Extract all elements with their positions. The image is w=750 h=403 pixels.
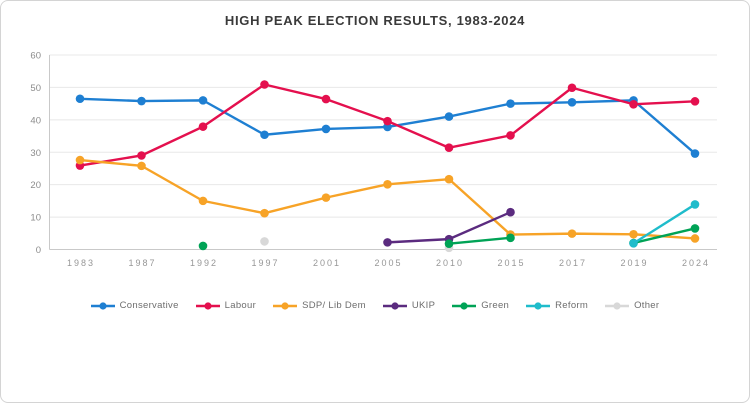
data-point-labour-2015 bbox=[506, 131, 515, 140]
x-tick-label: 2005 bbox=[374, 258, 402, 268]
data-point-labour-2017 bbox=[567, 83, 577, 93]
legend-marker-icon bbox=[382, 301, 407, 310]
data-point-sdp-lib-dem-1992 bbox=[198, 196, 208, 206]
data-point-labour-1997 bbox=[260, 80, 269, 89]
data-point-labour-2019 bbox=[629, 99, 638, 109]
data-point-green-2015 bbox=[506, 233, 515, 243]
legend-label: SDP/ Lib Dem bbox=[302, 300, 366, 311]
legend-item-sdp-lib-dem[interactable]: SDP/ Lib Dem bbox=[273, 300, 366, 311]
y-tick-label: 20 bbox=[30, 180, 41, 191]
x-tick-label: 1983 bbox=[67, 258, 95, 268]
data-point-conservative-1997 bbox=[260, 130, 269, 140]
series-line-green bbox=[447, 227, 697, 245]
data-point-conservative-1983 bbox=[75, 94, 85, 104]
y-tick-label: 50 bbox=[30, 83, 41, 94]
legend-label: Green bbox=[481, 300, 510, 311]
legend-marker-icon bbox=[452, 301, 477, 310]
data-point-sdp-lib-dem-2019 bbox=[629, 229, 638, 239]
data-point-reform-2024 bbox=[690, 200, 700, 209]
data-point-labour-2024 bbox=[690, 97, 700, 106]
data-point-conservative-1992 bbox=[198, 96, 208, 105]
legend-item-other[interactable]: Other bbox=[605, 300, 659, 311]
data-point-labour-2005 bbox=[383, 116, 392, 126]
data-point-sdp-lib-dem-2005 bbox=[383, 180, 392, 189]
x-tick-label: 2019 bbox=[620, 258, 648, 268]
series-line-reform bbox=[632, 203, 697, 245]
data-point-sdp-lib-dem-1987 bbox=[137, 161, 146, 171]
legend-label: Reform bbox=[555, 300, 589, 311]
x-tick-label: 1997 bbox=[251, 258, 279, 268]
x-tick-label: 2024 bbox=[682, 258, 710, 268]
legend-item-labour[interactable]: Labour bbox=[195, 300, 257, 311]
data-point-conservative-2024 bbox=[690, 149, 700, 158]
legend-item-reform[interactable]: Reform bbox=[526, 300, 588, 311]
legend-item-green[interactable]: Green bbox=[452, 300, 509, 311]
data-point-reform-2019 bbox=[629, 239, 638, 248]
data-point-conservative-2001 bbox=[321, 124, 331, 134]
data-point-conservative-2010 bbox=[444, 112, 454, 121]
legend-marker-icon bbox=[90, 301, 115, 310]
data-point-conservative-2017 bbox=[567, 98, 577, 107]
data-point-ukip-2015 bbox=[506, 207, 515, 217]
x-tick-label: 1987 bbox=[128, 258, 156, 268]
data-point-green-2010 bbox=[444, 239, 454, 248]
legend-item-conservative[interactable]: Conservative bbox=[90, 300, 179, 311]
data-point-sdp-lib-dem-2010 bbox=[444, 174, 454, 184]
x-tick-label: 2001 bbox=[313, 258, 341, 268]
data-point-green-2024 bbox=[690, 224, 700, 233]
legend-marker-icon bbox=[195, 301, 220, 310]
y-tick-label: 30 bbox=[30, 148, 41, 159]
legend-marker-icon bbox=[526, 301, 551, 310]
data-point-sdp-lib-dem-2024 bbox=[690, 234, 700, 243]
legend-label: UKIP bbox=[411, 300, 436, 311]
y-tick-label: 40 bbox=[30, 115, 41, 126]
chart-title: HIGH PEAK ELECTION RESULTS, 1983-2024 bbox=[224, 13, 526, 28]
x-tick-label: 2010 bbox=[436, 258, 464, 268]
legend-marker-icon bbox=[273, 301, 298, 310]
data-point-green-1992 bbox=[198, 241, 208, 251]
data-point-labour-2010 bbox=[444, 143, 454, 153]
legend-label: Labour bbox=[224, 300, 257, 311]
x-tick-label: 1992 bbox=[190, 258, 218, 268]
data-point-other-1997 bbox=[260, 237, 269, 246]
x-tick-label: 2017 bbox=[559, 258, 587, 268]
data-point-labour-2001 bbox=[321, 94, 331, 104]
legend-marker-icon bbox=[605, 301, 630, 310]
data-point-sdp-lib-dem-1997 bbox=[260, 208, 269, 218]
y-tick-label: 60 bbox=[30, 51, 41, 62]
chart-legend: Conservative Labour SDP/ Lib Dem UKIP Green R… bbox=[1, 300, 749, 311]
data-point-labour-1992 bbox=[198, 122, 208, 131]
data-point-sdp-lib-dem-2017 bbox=[567, 229, 577, 238]
x-tick-label: 2015 bbox=[497, 258, 525, 268]
legend-label: Conservative bbox=[119, 300, 179, 311]
data-point-ukip-2005 bbox=[383, 238, 392, 247]
data-point-conservative-2015 bbox=[506, 99, 515, 108]
legend-item-ukip[interactable]: UKIP bbox=[382, 300, 436, 311]
data-point-conservative-1987 bbox=[137, 96, 146, 106]
series-line-sdp-lib-dem bbox=[78, 158, 697, 240]
data-point-sdp-lib-dem-1983 bbox=[75, 155, 85, 165]
data-point-sdp-lib-dem-2001 bbox=[321, 193, 331, 202]
y-tick-label: 10 bbox=[30, 213, 41, 224]
election-results-line-chart: 0 10 20 30 40 50 60 1983 1987 1992 1997 2001 2005 201… bbox=[30, 51, 717, 268]
y-tick-label: 0 bbox=[36, 245, 41, 256]
legend-label: Other bbox=[634, 300, 660, 311]
data-point-labour-1987 bbox=[137, 151, 146, 160]
